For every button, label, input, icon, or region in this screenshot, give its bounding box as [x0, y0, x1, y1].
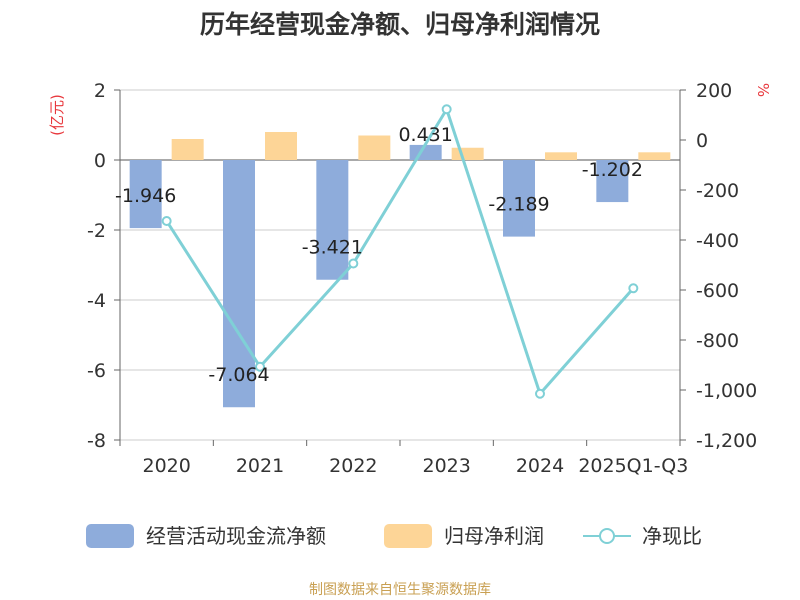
left-tick-label: 2	[94, 80, 106, 102]
ratio-point	[161, 216, 172, 226]
right-tick-label: -1,200	[696, 430, 757, 452]
chart-title: 历年经营现金净额、归母净利润情况	[200, 10, 600, 39]
cashflow-value-label: -2.189	[488, 194, 549, 216]
cashflow-bar	[129, 160, 162, 229]
net-profit-bar	[358, 135, 391, 160]
x-category-label: 2025Q1-Q3	[578, 455, 688, 477]
x-category-label: 2024	[516, 455, 564, 477]
legend-label-ratio: 净现比	[642, 524, 702, 548]
left-axis-unit: (亿元)	[48, 94, 66, 136]
source-footer: 制图数据来自恒生聚源数据库	[309, 582, 491, 598]
cashflow-bar	[409, 144, 442, 160]
data-labels: -1.946 -7.064 -3.421 0.431 -2.189 -1.202	[115, 124, 643, 386]
legend-marker-ratio	[599, 528, 615, 544]
cashflow-bar	[223, 160, 255, 408]
ratio-line-path	[165, 107, 635, 396]
cashflow-bar	[316, 160, 349, 280]
ratio-point	[441, 104, 452, 115]
ratio-point	[348, 258, 359, 269]
right-tick-label: -400	[696, 230, 739, 252]
right-tick-label: -800	[696, 330, 739, 352]
left-tick-label: -4	[87, 290, 106, 312]
net-profit-bar	[265, 132, 297, 160]
net-profit-bar	[451, 147, 484, 160]
left-tick-label: -8	[87, 430, 106, 452]
ratio-line	[161, 104, 639, 399]
right-tick-label: -1,000	[696, 380, 757, 402]
right-tick-label: -200	[696, 180, 739, 202]
legend-label-net-profit: 归母净利润	[444, 524, 544, 548]
bars	[129, 132, 671, 408]
legend-label-cashflow: 经营活动现金流净额	[146, 524, 326, 548]
right-tick-label: 200	[696, 80, 732, 102]
right-tick-label: 0	[696, 130, 708, 152]
net-profit-bar	[545, 152, 577, 160]
cashflow-value-label: -3.421	[302, 237, 363, 259]
cashflow-value-label: -1.946	[115, 185, 176, 207]
legend: 经营活动现金流净额 归母净利润 净现比	[86, 524, 702, 548]
cashflow-value-label: 0.431	[398, 124, 452, 146]
ratio-point	[255, 361, 265, 372]
legend-swatch-net-profit	[384, 524, 432, 548]
cashflow-bar	[503, 160, 535, 237]
left-axis-ticks: 2 0 -2 -4 -6 -8	[87, 80, 120, 452]
right-axis-ticks: 200 0 -200 -400 -600 -800 -1,000 -1,200	[680, 80, 757, 452]
x-category-label: 2023	[422, 455, 470, 477]
net-profit-bar	[638, 152, 671, 160]
left-tick-label: -6	[87, 360, 106, 382]
x-category-label: 2021	[236, 455, 284, 477]
cashflow-value-label: -1.202	[582, 159, 643, 181]
right-axis-unit: %	[754, 83, 772, 97]
ratio-point	[535, 388, 545, 399]
cashflow-value-label: -7.064	[208, 364, 269, 386]
left-tick-label: -2	[87, 220, 106, 242]
x-axis-categories: 2020 2021 2022 2023 2024 2025Q1-Q3	[119, 440, 688, 477]
x-category-label: 2022	[329, 455, 377, 477]
right-tick-label: -600	[696, 280, 739, 302]
cashflow-bar	[596, 160, 629, 203]
net-profit-bar	[171, 139, 204, 160]
left-tick-label: 0	[94, 150, 106, 172]
legend-swatch-cashflow	[86, 524, 134, 548]
x-category-label: 2020	[142, 455, 190, 477]
ratio-point	[628, 283, 639, 294]
